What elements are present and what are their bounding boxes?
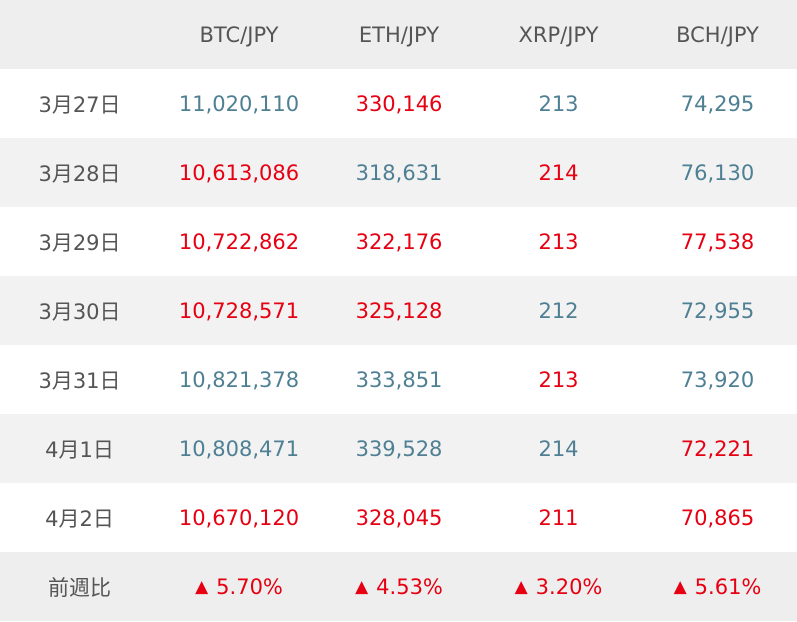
table-row: 3月27日 11,020,110 330,146 213 74,295 [0,69,797,138]
table-row: 3月29日 10,722,862 322,176 213 77,538 [0,207,797,276]
table-row: 3月30日 10,728,571 325,128 212 72,955 [0,276,797,345]
table-row: 3月28日 10,613,086 318,631 214 76,130 [0,138,797,207]
header-eth: ETH/JPY [358,22,440,47]
header-btc: BTC/JPY [199,22,279,47]
change-value: 4.53% [376,574,443,599]
row-date: 3月27日 [38,92,121,117]
price-eth: 330,146 [355,91,443,116]
price-eth: 325,128 [355,298,443,323]
row-date: 4月1日 [45,437,114,462]
price-xrp: 213 [538,367,579,392]
price-eth: 328,045 [355,505,443,530]
price-xrp: 214 [538,436,579,461]
price-eth: 339,528 [355,436,443,461]
change-value: 3.20% [535,574,603,599]
up-triangle-icon: ▲ [355,576,369,597]
row-date: 3月30日 [38,299,121,324]
price-xrp: 213 [538,91,579,116]
table-row: 3月31日 10,821,378 333,851 213 73,920 [0,345,797,414]
price-btc: 10,670,120 [178,505,300,530]
price-bch: 70,865 [680,505,755,530]
price-bch: 72,221 [680,436,755,461]
price-btc: 11,020,110 [178,91,300,116]
row-date: 4月2日 [45,506,114,531]
header-xrp: XRP/JPY [518,22,599,47]
row-date: 3月29日 [38,230,121,255]
table-row: 4月1日 10,808,471 339,528 214 72,221 [0,414,797,483]
price-btc: 10,728,571 [178,298,300,323]
price-xrp: 214 [538,160,579,185]
change-label: 前週比 [48,575,111,600]
price-bch: 77,538 [680,229,755,254]
header-date [0,0,159,69]
price-xrp: 211 [538,505,579,530]
price-btc: 10,613,086 [178,160,300,185]
price-bch: 72,955 [680,298,755,323]
row-date: 3月28日 [38,161,121,186]
price-btc: 10,821,378 [178,367,300,392]
price-eth: 333,851 [355,367,443,392]
change-value: 5.61% [694,574,762,599]
up-triangle-icon: ▲ [514,576,528,597]
price-eth: 318,631 [355,160,443,185]
price-xrp: 213 [538,229,579,254]
change-bch: ▲ 5.61% [638,552,797,621]
change-xrp: ▲ 3.20% [479,552,638,621]
up-triangle-icon: ▲ [195,576,209,597]
price-bch: 73,920 [680,367,755,392]
table-body: 3月27日 11,020,110 330,146 213 74,295 3月28日 10,6… [0,69,797,621]
change-value: 5.70% [216,574,283,599]
change-row: 前週比 ▲ 5.70% ▲ 4.53% ▲ 3.20% ▲ 5.61% [0,552,797,621]
price-btc: 10,808,471 [178,436,300,461]
price-bch: 76,130 [680,160,755,185]
header-row: BTC/JPY ETH/JPY XRP/JPY BCH/JPY [0,0,797,69]
header-bch: BCH/JPY [676,22,759,47]
price-bch: 74,295 [680,91,755,116]
row-date: 3月31日 [38,368,121,393]
change-eth: ▲ 4.53% [319,552,479,621]
change-btc: ▲ 5.70% [159,552,319,621]
table-row: 4月2日 10,670,120 328,045 211 70,865 [0,483,797,552]
price-xrp: 212 [538,298,579,323]
price-eth: 322,176 [355,229,443,254]
price-btc: 10,722,862 [178,229,300,254]
up-triangle-icon: ▲ [673,576,687,597]
